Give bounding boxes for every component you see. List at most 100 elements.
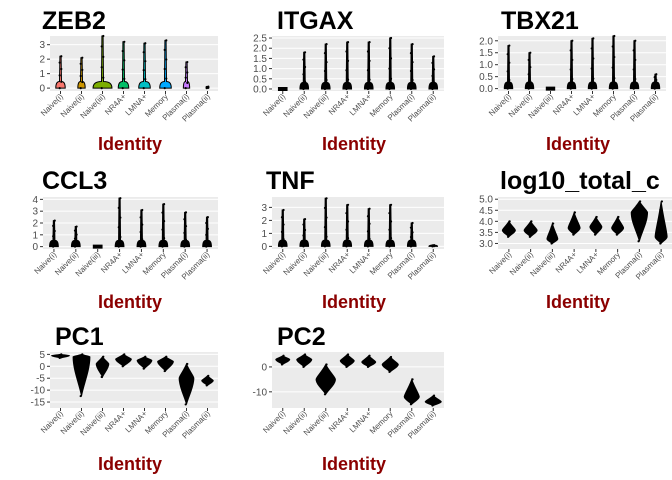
panel-tbx21: 0.00.51.01.52.0Naive(i)Naive(ii)Naive(ii…	[479, 7, 666, 154]
data-point	[432, 398, 436, 401]
panel-title: CCL3	[42, 167, 107, 195]
y-tick-label: 1	[261, 229, 267, 240]
data-point	[508, 78, 511, 82]
data-point	[346, 220, 350, 223]
data-point	[142, 358, 145, 361]
data-point	[163, 87, 166, 90]
data-point	[388, 67, 391, 70]
data-point	[79, 394, 82, 398]
data-point	[345, 69, 348, 72]
y-tick-label: 2.5	[253, 34, 267, 45]
data-point	[366, 230, 370, 233]
data-point	[53, 229, 56, 233]
data-point	[432, 244, 436, 247]
data-point	[117, 245, 120, 248]
y-tick-label: -10	[253, 387, 268, 398]
data-point	[139, 216, 142, 219]
data-point	[368, 354, 371, 357]
data-point	[302, 73, 305, 76]
data-point	[595, 215, 598, 219]
data-point	[368, 207, 371, 210]
data-point	[323, 381, 327, 384]
data-point	[79, 361, 82, 364]
data-point	[163, 67, 166, 71]
data-point	[280, 363, 284, 366]
y-tick-label: 1.5	[479, 48, 493, 59]
data-point	[102, 34, 105, 38]
data-point	[323, 87, 327, 91]
data-point	[121, 360, 124, 363]
data-point	[163, 364, 166, 367]
y-tick-label: 4.5	[479, 206, 493, 217]
panel-title: log10_total_c	[500, 167, 660, 195]
data-point	[617, 229, 620, 233]
data-point	[590, 67, 593, 70]
data-point	[659, 225, 662, 228]
y-tick-label: 1.0	[253, 64, 267, 75]
data-point	[165, 361, 168, 364]
data-point	[302, 223, 305, 226]
data-point	[366, 365, 370, 369]
data-point	[303, 353, 307, 356]
data-point	[100, 87, 103, 90]
data-point	[653, 76, 656, 79]
data-point	[528, 235, 531, 238]
data-point	[75, 225, 78, 228]
data-point	[165, 367, 168, 370]
data-point	[431, 400, 434, 403]
data-point	[617, 222, 620, 226]
panel-background	[272, 197, 444, 249]
data-point	[121, 87, 124, 90]
data-point	[411, 221, 414, 225]
data-point	[409, 403, 413, 406]
data-point	[368, 41, 371, 44]
data-point	[280, 359, 284, 363]
data-point	[366, 69, 370, 72]
data-point	[325, 387, 328, 390]
panel-log10-total-c: 3.03.54.04.55.0Naive(i)Naive(ii)Naive(ii…	[479, 167, 672, 312]
data-point	[508, 61, 511, 64]
data-point	[161, 245, 164, 248]
data-point	[323, 206, 327, 210]
data-point	[409, 235, 413, 239]
data-point	[205, 245, 208, 248]
data-point	[142, 69, 145, 72]
data-point	[615, 226, 618, 229]
data-point	[550, 242, 553, 245]
data-point	[552, 230, 555, 233]
data-point	[186, 379, 189, 382]
data-point	[346, 59, 350, 62]
data-point	[389, 367, 393, 371]
data-point	[431, 404, 434, 407]
data-point	[613, 55, 616, 59]
data-point	[280, 356, 284, 359]
y-tick-label: 1.0	[479, 60, 493, 71]
x-tick-label-nr4a: NR4A+	[554, 250, 579, 275]
data-point	[102, 363, 105, 366]
data-point	[389, 36, 393, 40]
data-point	[366, 245, 370, 248]
y-tick-label: 1	[32, 230, 38, 241]
x-tick-label-nr4a: NR4A+	[327, 250, 352, 275]
data-point	[75, 241, 78, 244]
data-point	[141, 208, 144, 212]
data-point	[613, 76, 616, 80]
data-point	[79, 74, 82, 78]
data-point	[144, 78, 147, 81]
data-point	[123, 77, 126, 80]
data-point	[389, 77, 393, 80]
x-tick-label-nr4a: NR4A+	[327, 92, 352, 117]
data-point	[613, 34, 616, 38]
data-point	[593, 233, 597, 236]
x-axis-label: Identity	[322, 292, 386, 312]
data-point	[590, 87, 593, 90]
data-point	[73, 229, 77, 232]
data-point	[550, 226, 553, 229]
data-point	[282, 361, 285, 364]
data-point	[161, 211, 164, 214]
data-point	[206, 227, 209, 231]
data-point	[207, 378, 210, 381]
data-point	[368, 359, 371, 362]
panel-title: ZEB2	[42, 7, 106, 35]
data-point	[432, 68, 436, 71]
